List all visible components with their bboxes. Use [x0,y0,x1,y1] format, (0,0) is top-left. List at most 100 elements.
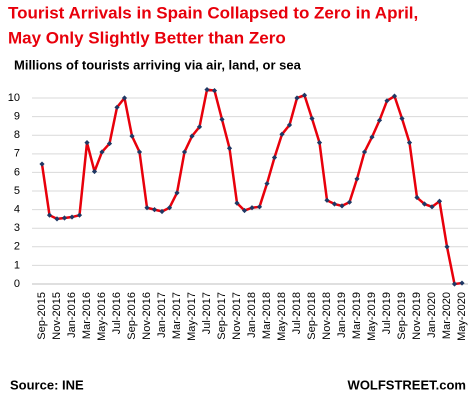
x-tick-label: Sep-2018 [306,292,318,340]
x-tick-label: Mar-2017 [171,292,183,339]
x-tick-label: Mar-2018 [261,292,273,339]
marker [316,140,323,146]
chart-subtitle: Millions of tourists arriving via air, l… [14,57,302,72]
marker [151,207,158,213]
marker [331,201,338,207]
marker [294,95,300,101]
marker [136,149,143,155]
y-tick-label: 9 [14,111,20,123]
x-tick-label: May-2020 [456,292,468,341]
x-tick-label: Jul-2017 [201,292,213,334]
marker [406,140,413,146]
source: Source: INE [10,377,84,392]
marker [121,95,128,101]
marker [451,281,458,287]
marker [264,180,270,187]
marker [241,207,248,214]
y-tick-label: 10 [8,92,20,104]
x-tick-label: Nov-2015 [51,292,63,340]
x-tick-label: Jan-2018 [246,292,258,338]
y-tick-label: 2 [14,241,20,253]
x-tick-label: Jul-2016 [111,292,123,334]
marker [234,200,240,206]
x-tick-label: Sep-2017 [216,292,228,340]
marker [339,203,345,209]
y-tick-label: 4 [14,204,20,216]
x-tick-label: Jan-2019 [336,292,348,338]
marker [189,133,195,139]
marker [166,205,173,211]
marker [459,280,465,286]
marker [46,212,53,218]
marker [69,214,75,220]
marker [361,149,368,155]
x-tick-label: Sep-2019 [396,292,408,340]
y-tick-label: 7 [14,148,20,160]
x-tick-label: Jul-2019 [381,292,393,334]
marker [114,104,120,110]
marker [301,92,308,98]
y-tick-label: 0 [14,278,20,290]
marker [159,208,165,215]
x-tick-label: Jan-2020 [426,292,438,338]
marker [286,122,293,128]
marker [421,201,428,207]
x-tick-label: Jan-2017 [156,292,168,338]
x-tick-label: Nov-2019 [411,292,423,340]
chart-title-line-2: May Only Slightly Better than Zero [8,28,286,47]
marker [84,140,90,146]
marker [369,134,375,140]
marker [174,190,180,196]
marker [211,87,218,94]
marker [384,98,390,104]
x-tick-label: May-2018 [276,292,288,341]
marker [106,140,113,147]
marker [226,145,233,151]
marker [436,198,443,204]
marker [39,161,45,167]
marker [196,124,203,130]
marker [429,204,435,210]
marker [256,204,263,210]
x-tick-label: Mar-2020 [441,292,453,339]
marker [144,205,150,211]
x-tick-label: May-2019 [366,292,378,341]
marker [61,215,68,221]
marker [91,168,98,175]
marker [54,216,60,222]
marker [391,93,398,99]
x-tick-label: Jul-2018 [291,292,303,334]
x-tick-label: Nov-2017 [231,292,243,340]
x-tick-label: May-2017 [186,292,198,341]
marker [444,244,450,250]
x-tick-label: Mar-2019 [351,292,363,339]
y-tick-label: 5 [14,185,20,197]
credit: WOLFSTREET.com [348,377,466,392]
marker [249,205,255,211]
marker [354,176,360,182]
y-tick-label: 6 [14,166,20,178]
x-tick-label: Nov-2018 [321,292,333,340]
marker [76,212,83,218]
marker [376,117,383,123]
marker [219,116,225,123]
marker [309,115,315,122]
x-tick-label: Sep-2016 [126,292,138,340]
y-tick-label: 8 [14,129,20,141]
x-tick-label: Sep-2015 [36,292,48,340]
y-tick-label: 3 [14,222,20,234]
chart-title-line-1: Tourist Arrivals in Spain Collapsed to Z… [8,3,418,22]
marker [129,133,135,139]
marker [346,199,353,205]
marker [324,197,330,203]
x-tick-label: Jan-2016 [66,292,78,338]
x-tick-label: Nov-2016 [141,292,153,340]
marker [414,194,420,201]
marker [204,87,210,93]
marker [99,149,105,155]
marker [279,131,285,137]
marker [181,149,188,155]
marker [399,115,405,122]
x-tick-label: Mar-2016 [81,292,93,339]
